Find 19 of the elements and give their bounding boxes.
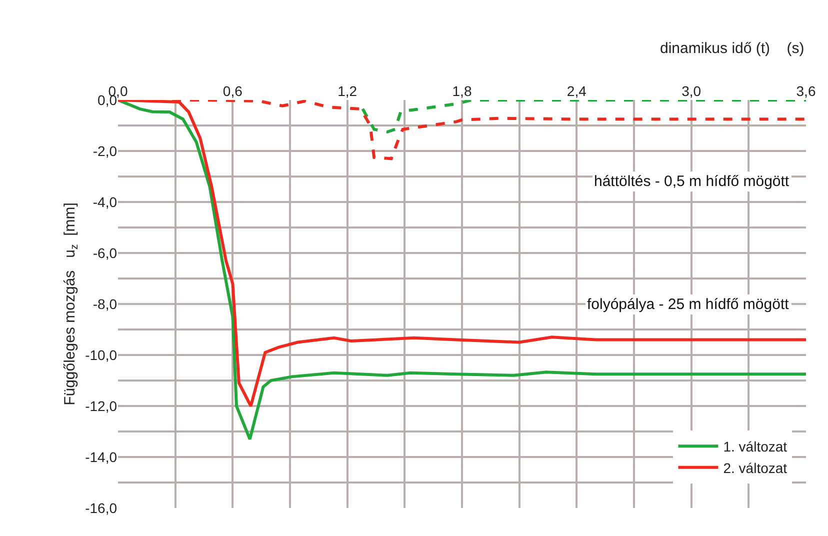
- y-tick-label: -12,0: [85, 398, 118, 414]
- x-tick-label: 3,0: [682, 83, 702, 100]
- y-tick-label: -16,0: [85, 500, 118, 516]
- y-tick-label: -14,0: [85, 448, 118, 465]
- y-tick-label: -6,0: [92, 244, 118, 261]
- y-tick-label: -4,0: [92, 194, 118, 210]
- x-tick-label: 1,2: [338, 83, 358, 100]
- annotation: háttöltés - 0,5 m hídfő mögött: [594, 173, 790, 190]
- annotation: folyópálya - 25 m hídfő mögött: [587, 296, 790, 313]
- x-tick-label: 1,8: [452, 83, 472, 100]
- y-tick-label: -8,0: [92, 296, 118, 312]
- x-tick-label: 3,6: [796, 83, 816, 100]
- y-tick-label: -10,0: [85, 346, 118, 363]
- legend-label: 2. változat: [723, 460, 788, 476]
- x-axis-title: dinamikus idő (t) (s): [660, 40, 804, 57]
- x-tick-label: 2,4: [566, 83, 587, 100]
- y-tick-label: -2,0: [92, 142, 118, 159]
- x-tick-label: 0,6: [222, 83, 243, 100]
- legend-label: 1. változat: [723, 438, 788, 455]
